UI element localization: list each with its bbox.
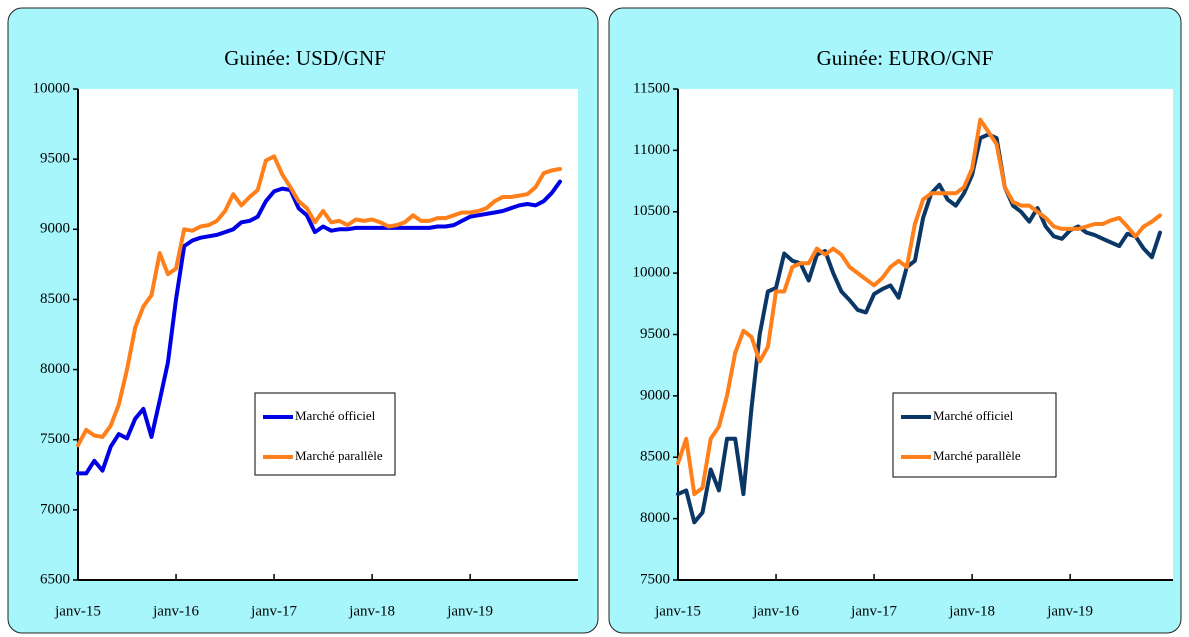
x-tick-label: janv-15 (54, 603, 101, 619)
chart-title: Guinée: EURO/GNF (817, 46, 994, 70)
plot-area (678, 89, 1173, 580)
legend-box (892, 392, 1057, 478)
y-tick-label: 9000 (640, 387, 670, 403)
y-tick-label: 9500 (40, 151, 70, 167)
legend-box (254, 392, 396, 476)
y-tick-label: 8500 (640, 449, 670, 465)
legend-label: Marché parallèle (933, 448, 1021, 463)
x-tick-label: janv-18 (948, 603, 995, 619)
x-tick-label: janv-16 (152, 603, 199, 619)
y-tick-label: 11500 (633, 80, 670, 96)
series-line (76, 154, 562, 448)
y-tick-label: 8500 (40, 291, 70, 307)
y-tick-label: 7500 (640, 571, 670, 587)
x-tick-label: janv-16 (752, 603, 799, 619)
y-tick-label: 10500 (633, 203, 671, 219)
chart-title: Guinée: USD/GNF (224, 46, 386, 70)
x-tick-label: janv-15 (654, 603, 701, 619)
y-tick-label: 8000 (40, 361, 70, 377)
x-tick-label: janv-17 (250, 603, 297, 619)
y-tick-label: 8000 (640, 510, 670, 526)
legend-label: Marché parallèle (295, 448, 383, 463)
legend-label: Marché officiel (933, 408, 1014, 423)
x-tick-label: janv-17 (850, 603, 897, 619)
y-tick-label: 7000 (40, 501, 70, 517)
legend-label: Marché officiel (295, 408, 376, 423)
y-tick-label: 6500 (40, 571, 70, 587)
y-tick-label: 9500 (640, 326, 670, 342)
plot-area (78, 89, 578, 580)
y-tick-label: 11000 (633, 142, 670, 158)
series-line (676, 117, 1162, 497)
x-tick-label: janv-19 (446, 603, 493, 619)
y-tick-label: 9000 (40, 221, 70, 237)
y-tick-label: 10000 (33, 80, 71, 96)
x-tick-label: janv-18 (348, 603, 395, 619)
series-line (76, 179, 562, 476)
y-tick-label: 10000 (633, 265, 671, 281)
y-tick-label: 7500 (40, 431, 70, 447)
x-tick-label: janv-19 (1046, 603, 1093, 619)
